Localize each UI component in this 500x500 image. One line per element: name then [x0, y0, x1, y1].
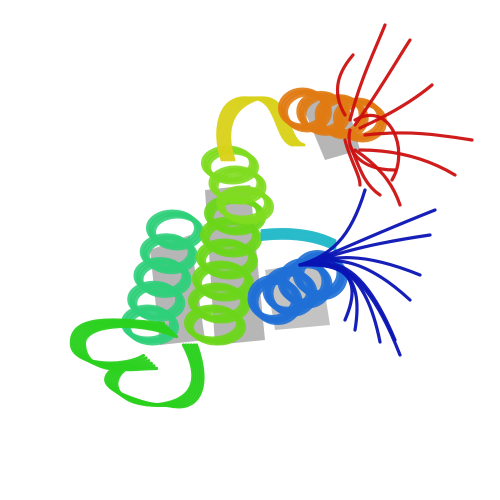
teal-helix-turn-4-3 — [132, 284, 186, 322]
helix-teal-left — [121, 209, 204, 346]
red-tail-strand-5 — [358, 148, 457, 177]
red-tail-strand-1 — [348, 23, 387, 122]
red-tail-strand-9 — [335, 53, 355, 117]
lime-top-helix-turn-2-3 — [213, 169, 267, 205]
red-tail-strand-4 — [363, 131, 474, 142]
red-tail-strand-2 — [353, 38, 412, 127]
orange-helix-turn-2-3 — [301, 94, 351, 136]
cyan-linker-strand-3 — [260, 232, 337, 247]
blue-tail-strand-10 — [298, 263, 354, 322]
cyan-linker-strand-4 — [260, 234, 337, 249]
red-tail-strand-11 — [353, 113, 401, 182]
lime-helix-turn-2-3 — [205, 220, 262, 258]
tails-red — [335, 23, 474, 207]
lime-top-helix-turn-3-3 — [221, 189, 274, 225]
orange-helix-turn-1-3 — [283, 91, 332, 133]
red-tail-strand-6 — [353, 148, 402, 207]
red-tail-strand-3 — [358, 83, 434, 130]
lime-helix-turn-4-3 — [197, 264, 254, 302]
yellow-linker-strand-6 — [228, 96, 306, 162]
linker-cyan — [260, 228, 337, 251]
red-tail-strand-8 — [343, 138, 362, 187]
orange-helix-turn-3-3 — [319, 98, 369, 140]
lime-helix-turn-6-3 — [189, 308, 246, 346]
teal-helix-turn-3-3 — [138, 261, 192, 298]
cyan-linker-strand-2 — [260, 230, 337, 245]
linker-yellow — [216, 96, 306, 162]
red-tail-strand-10 — [347, 128, 397, 172]
green-loop-strand-6 — [82, 324, 205, 409]
tails-dark-blue — [298, 188, 437, 357]
loop-green-bottom — [69, 318, 205, 409]
teal-helix-turn-2-3 — [144, 237, 198, 275]
cyan-linker-strand-5 — [260, 236, 337, 251]
cyan-linker-strand-1 — [260, 228, 337, 243]
lime-helix-turn-3-3 — [201, 242, 258, 280]
lime-helix-turn-5-3 — [193, 286, 250, 324]
